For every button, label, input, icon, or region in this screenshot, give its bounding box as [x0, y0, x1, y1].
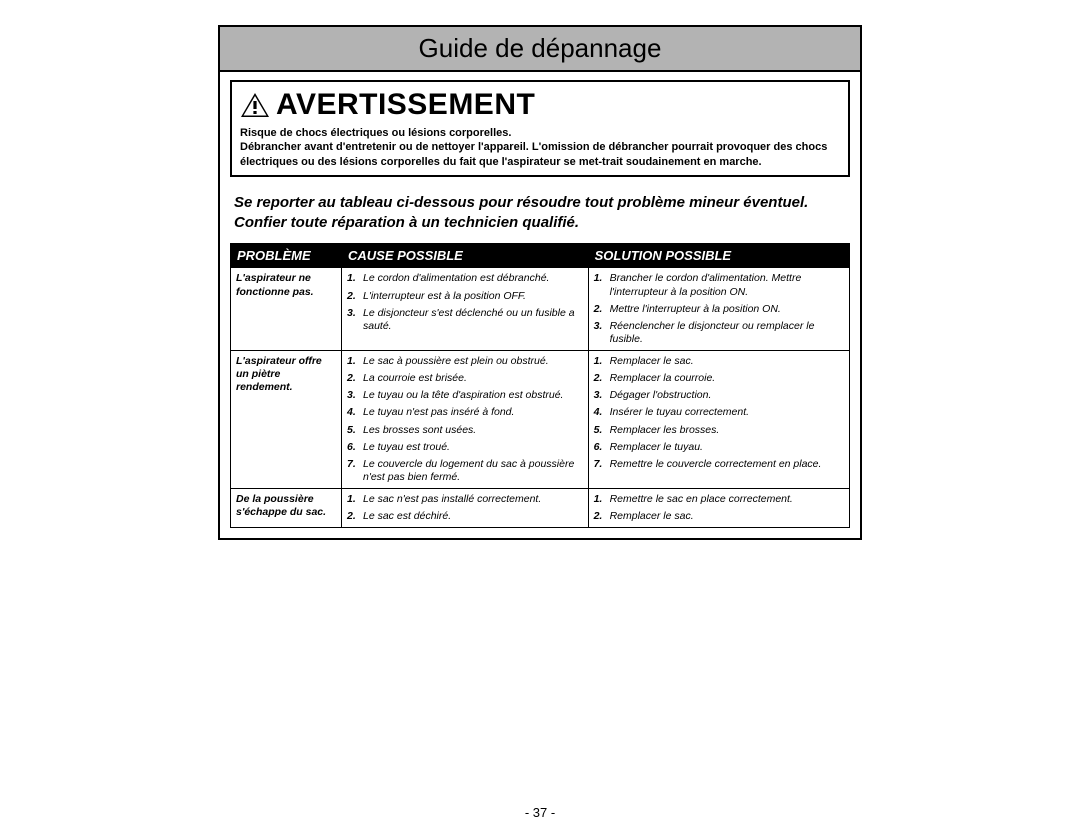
page-title: Guide de dépannage [220, 27, 860, 72]
table-body: L'aspirateur ne fonctionne pas.1.Le cord… [231, 268, 850, 528]
solution-cell: 1.Remettre le sac en place correctement.… [588, 489, 849, 528]
warning-box: AVERTISSEMENT Risque de chocs électrique… [230, 80, 850, 177]
cause-cell: 1.Le cordon d'alimentation est débranché… [342, 268, 589, 351]
table-row: L'aspirateur ne fonctionne pas.1.Le cord… [231, 268, 850, 351]
col-cause: CAUSE POSSIBLE [342, 244, 589, 268]
warning-line1: Risque de chocs électriques ou lésions c… [240, 126, 840, 140]
page-number: - 37 - [0, 805, 1080, 820]
problem-cell: L'aspirateur offre un piètre rendement. [231, 351, 342, 489]
warning-line2: Débrancher avant d'entretenir ou de nett… [240, 140, 840, 169]
warning-body: Risque de chocs électriques ou lésions c… [240, 126, 840, 169]
col-solution: SOLUTION POSSIBLE [588, 244, 849, 268]
instruction-text: Se reporter au tableau ci-dessous pour r… [220, 185, 860, 244]
problem-cell: L'aspirateur ne fonctionne pas. [231, 268, 342, 351]
page: Guide de dépannage AVERTISSEMENT Risque … [0, 0, 1080, 834]
problem-cell: De la poussière s'échappe du sac. [231, 489, 342, 528]
cause-cell: 1.Le sac n'est pas installé correctement… [342, 489, 589, 528]
cause-cell: 1.Le sac à poussière est plein ou obstru… [342, 351, 589, 489]
table-row: De la poussière s'échappe du sac.1.Le sa… [231, 489, 850, 528]
warning-heading-row: AVERTISSEMENT [240, 88, 840, 122]
table-row: L'aspirateur offre un piètre rendement.1… [231, 351, 850, 489]
table-header-row: PROBLÈME CAUSE POSSIBLE SOLUTION POSSIBL… [231, 244, 850, 268]
troubleshoot-table: PROBLÈME CAUSE POSSIBLE SOLUTION POSSIBL… [230, 243, 850, 528]
warning-title: AVERTISSEMENT [276, 88, 535, 122]
col-problem: PROBLÈME [231, 244, 342, 268]
solution-cell: 1.Brancher le cordon d'alimentation. Met… [588, 268, 849, 351]
content-frame: Guide de dépannage AVERTISSEMENT Risque … [218, 25, 862, 540]
warning-icon [240, 92, 270, 118]
solution-cell: 1.Remplacer le sac.2.Remplacer la courro… [588, 351, 849, 489]
